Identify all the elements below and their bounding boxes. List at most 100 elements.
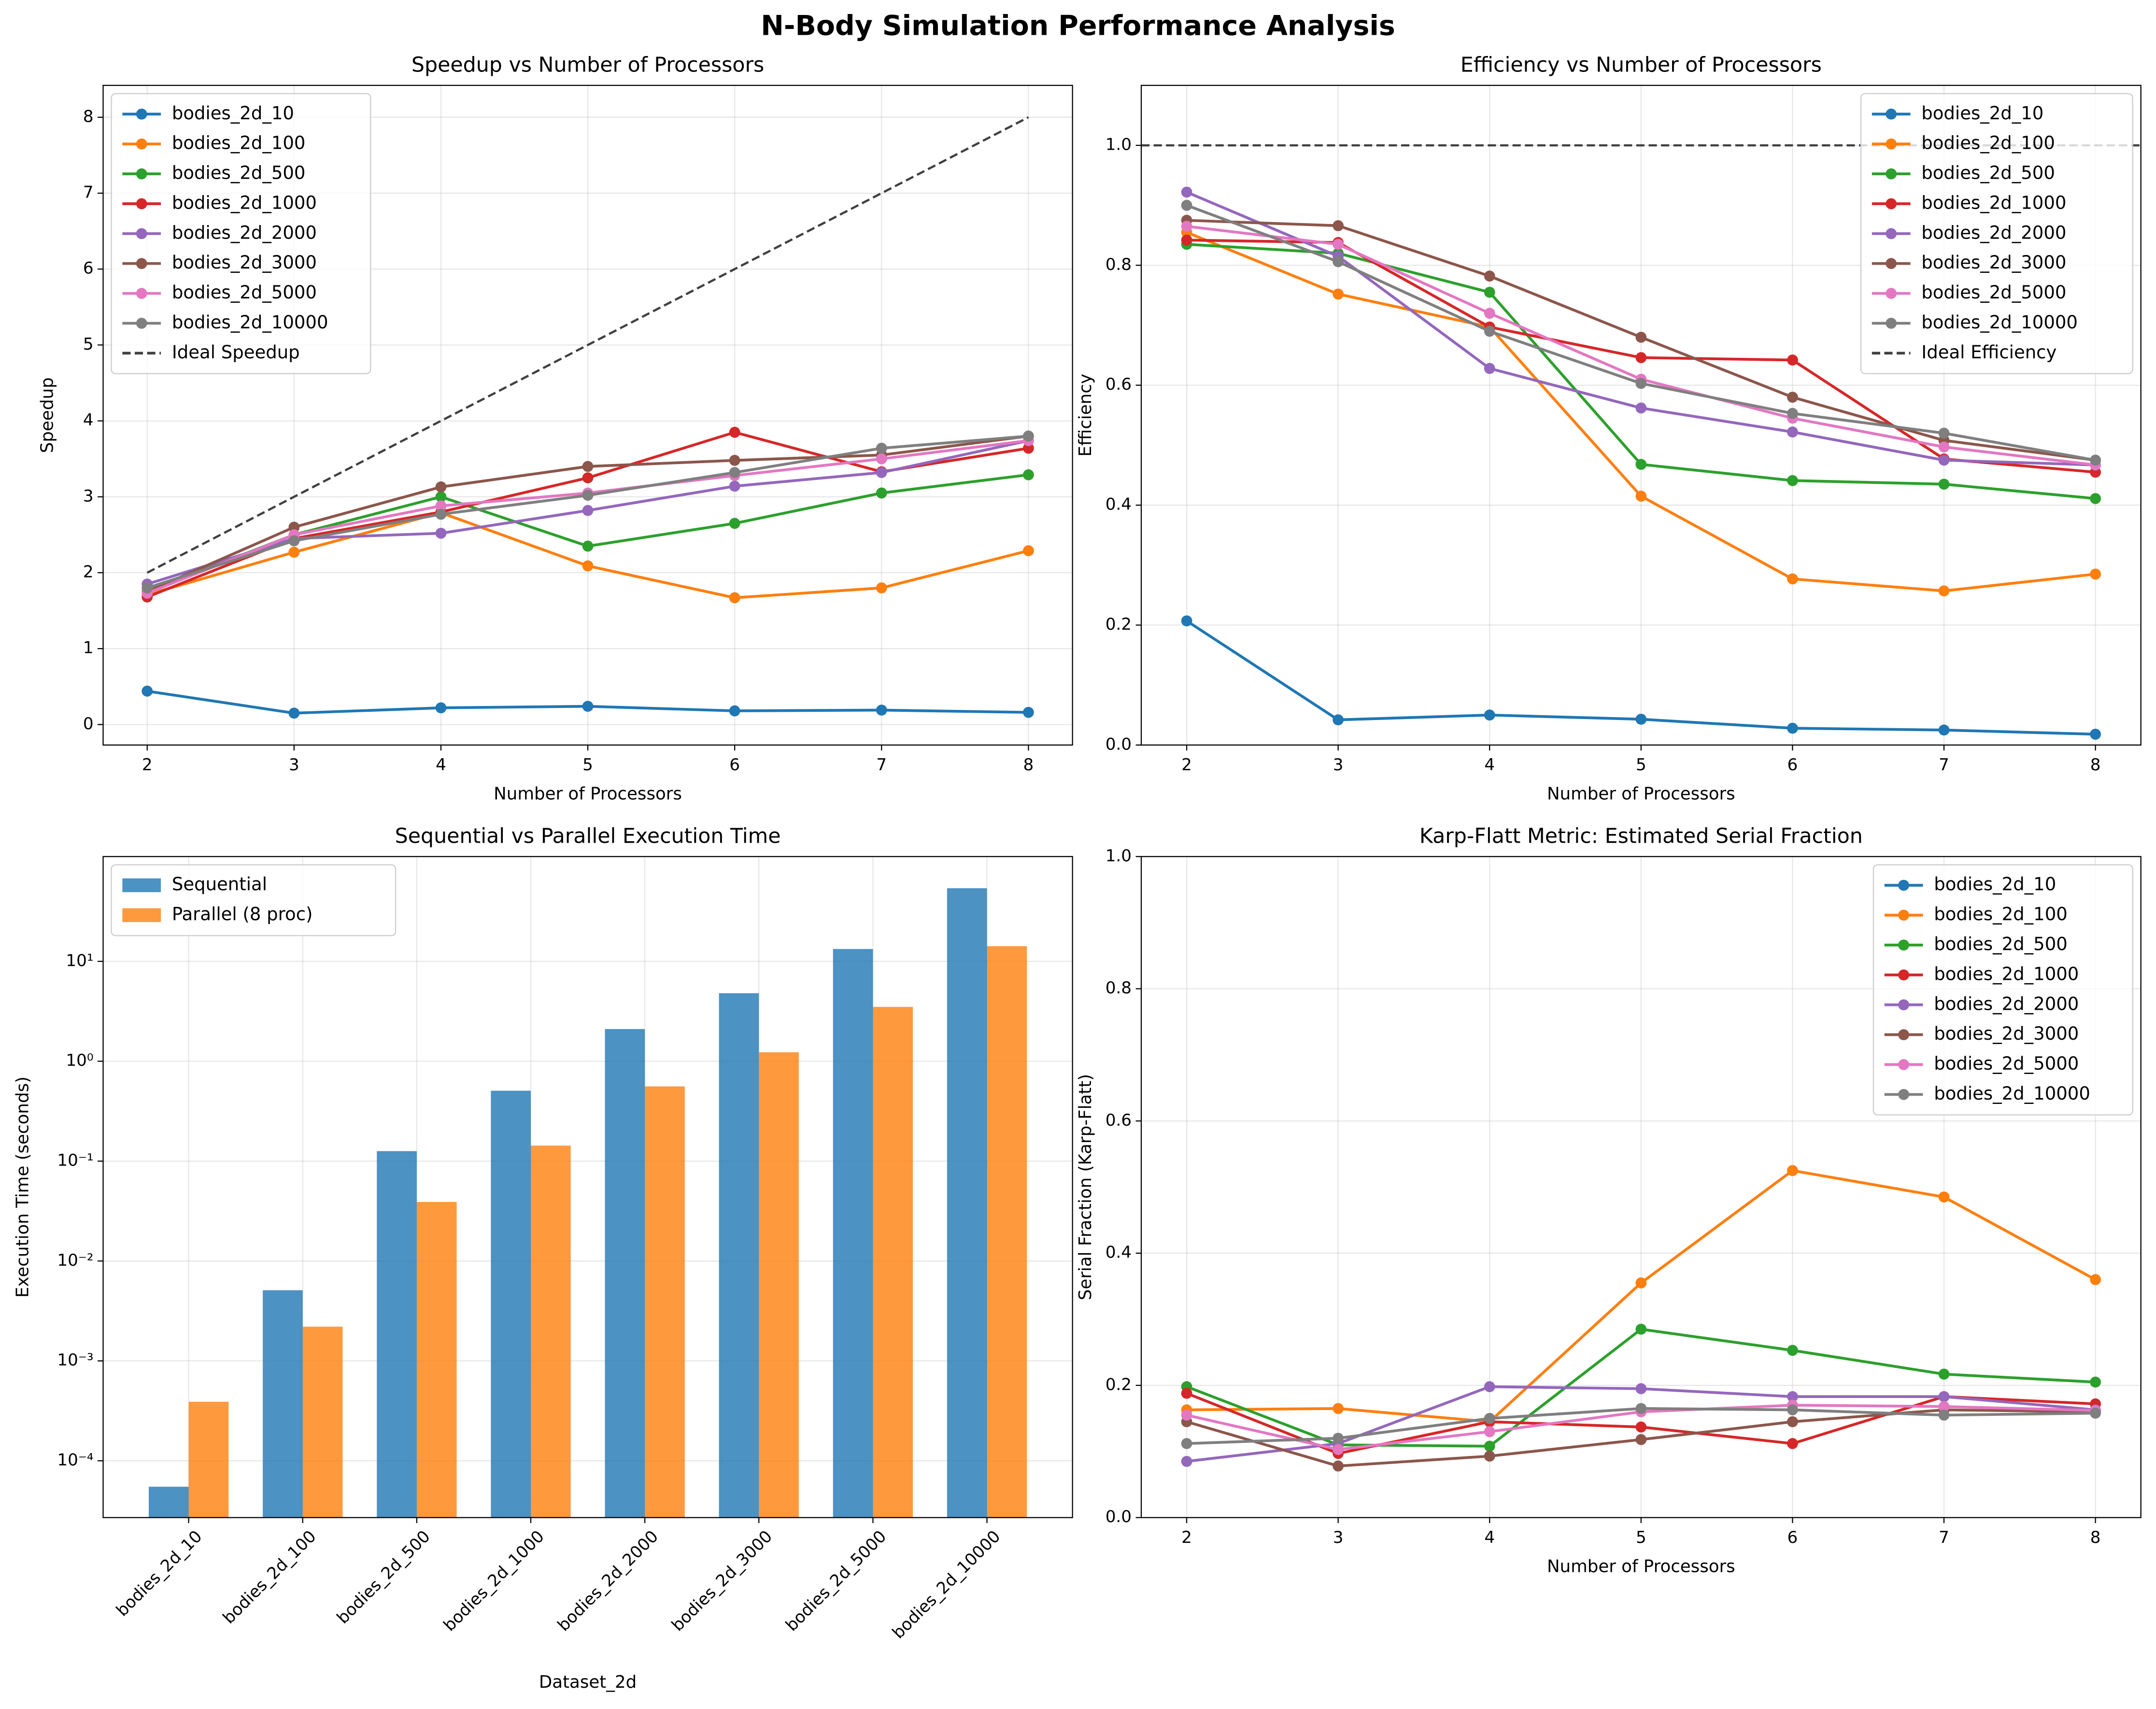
x-axis-label: Number of Processors [1547,1556,1735,1576]
data-point [1181,615,1192,627]
y-axis-label: Execution Time (seconds) [13,1076,32,1298]
x-tick-label: 8 [2090,1528,2101,1547]
x-tick-label: 2 [142,755,153,775]
data-point [1787,354,1798,366]
data-point [1938,1369,1950,1380]
data-point [1635,491,1647,502]
legend-marker [1886,318,1897,329]
legend: bodies_2d_10 bodies_2d_100 bodies_2d_500bo… [1860,93,2133,374]
bar [645,1086,685,1518]
x-tick-label: 3 [1333,755,1344,775]
legend-marker [136,228,147,240]
legend-marker [1898,909,1909,921]
data-point [1022,545,1034,556]
data-point [1333,1444,1344,1455]
data-point [1787,1416,1798,1427]
legend-label: bodies_2d_10 [172,103,294,124]
data-point [2090,1376,2101,1388]
data-point [1635,713,1647,725]
y-tick-label: 0.4 [1106,495,1132,514]
x-tick-label: 7 [1939,1528,1949,1547]
axes-frame [102,856,1073,1518]
legend-label: bodies_2d_1000 [172,192,317,213]
bar [377,1151,417,1518]
y-axis-label: Speedup [38,377,57,453]
data-point [435,508,447,520]
data-point [876,582,887,593]
y-tick-label: 7 [83,183,94,202]
bar [719,993,759,1518]
y-tick-label: 0.8 [1106,978,1132,998]
legend-marker [1898,1029,1909,1041]
plot-area [1181,1165,2101,1472]
legend-marker [1898,1059,1909,1070]
data-point [876,705,887,716]
data-point [1938,1410,1950,1421]
data-point [729,518,740,529]
data-point [435,500,447,512]
data-point [1181,234,1192,246]
data-point [1022,469,1034,480]
data-point [729,705,740,717]
y-tick-label: 8 [83,107,94,126]
bar [263,1290,303,1518]
bar [188,1401,229,1518]
data-point [1938,1391,1950,1402]
data-point [142,582,153,593]
data-point [1022,706,1034,718]
y-tick-label: 4 [83,410,94,430]
data-point [1181,1387,1192,1399]
y-tick-label: 0.6 [1106,1111,1132,1130]
legend-label: bodies_2d_10 [1921,103,2043,124]
legend-marker [136,198,147,210]
x-tick-label: 5 [1636,1528,1646,1547]
x-tick-label: 7 [1939,755,1949,775]
legend-label: bodies_2d_1000 [1934,963,2079,984]
data-point [1635,1421,1647,1433]
bar [833,949,873,1518]
legend-label: bodies_2d_5000 [1921,282,2066,303]
subplot-title: Karp-Flatt Metric: Estimated Serial Frac… [1419,824,1863,848]
data-point [1938,441,1950,453]
bar [759,1052,799,1518]
data-point [1484,1441,1495,1452]
data-point [876,453,887,465]
legend-marker [136,138,147,150]
data-point [1787,1165,1798,1176]
legend-marker [136,168,147,180]
data-point [1635,1277,1647,1289]
figure-title: N-Body Simulation Performance Analysis [761,10,1395,42]
data-point [1787,722,1798,734]
x-tick-label: 8 [2090,755,2101,775]
data-point [1333,256,1344,268]
data-point [1787,1404,1798,1415]
x-tick-label: 4 [1484,755,1495,775]
data-point [1787,408,1798,419]
data-point [1333,239,1344,250]
data-point [1787,1344,1798,1356]
legend-marker [136,258,147,269]
legend-label: bodies_2d_10000 [1934,1083,2090,1104]
data-point [1635,331,1647,343]
y-tick-label: 0.4 [1106,1243,1132,1262]
y-tick-label: 0.2 [1106,1375,1132,1394]
subplot-title: Efficiency vs Number of Processors [1461,53,1822,77]
subplot: Karp-Flatt Metric: Estimated Serial Frac… [1076,824,2142,1576]
y-tick-label: 1.0 [1106,846,1132,865]
legend-marker [1898,969,1909,981]
legend-label: bodies_2d_3000 [172,252,317,273]
data-point [288,522,300,533]
legend-label: bodies_2d_100 [1921,133,2055,154]
subplot: Efficiency vs Number of Processors 0.0 0.2… [1076,53,2142,804]
legend-label: bodies_2d_1000 [1921,192,2066,213]
bar [531,1145,571,1518]
y-tick-label: 0.0 [1106,1507,1132,1526]
data-point [1022,430,1034,442]
data-point [288,535,300,547]
bar [987,946,1027,1518]
x-tick-label: 6 [1787,755,1798,775]
y-tick-label: 0.6 [1106,375,1132,394]
data-point [876,442,887,454]
y-tick-label: 0.2 [1106,615,1132,634]
